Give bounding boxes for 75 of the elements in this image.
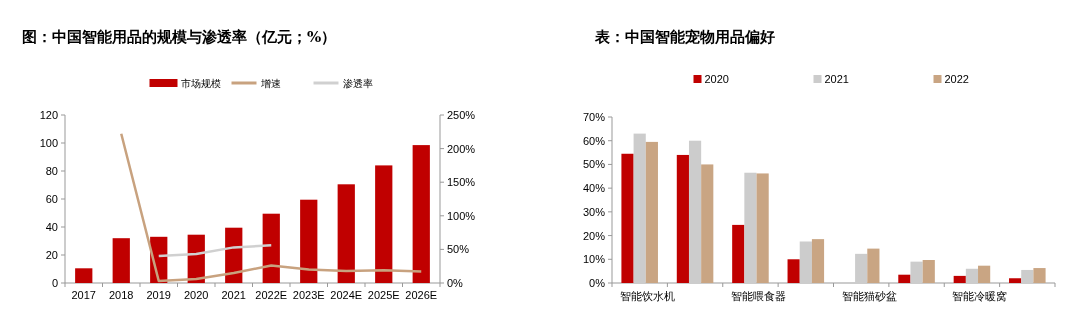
- bar: [1009, 278, 1022, 283]
- x-tick-label: 2019: [146, 289, 171, 301]
- bar: [787, 259, 800, 283]
- legend-label: 增速: [259, 78, 281, 89]
- bar: [732, 224, 745, 283]
- bar: [855, 253, 868, 283]
- y-tick-label: 40%: [582, 182, 606, 195]
- legend-label: 2022: [944, 73, 969, 85]
- x-tick-label: 2020: [184, 289, 209, 301]
- legend-label: 2020: [704, 73, 729, 85]
- bar: [112, 238, 130, 283]
- y2-tick-label: 200%: [447, 142, 476, 155]
- x-tick-label: 2022E: [255, 289, 288, 301]
- y-tick-label: 70%: [582, 111, 606, 123]
- bar: [799, 241, 812, 283]
- bar: [688, 140, 702, 283]
- x-tick-label: 2021: [221, 289, 246, 301]
- bar: [621, 153, 634, 283]
- chart-title: 表：中国智能宠物用品偏好: [594, 28, 775, 46]
- bar: [953, 275, 966, 283]
- x-tick-label: 智能饮水机: [620, 290, 675, 303]
- bar: [756, 173, 769, 283]
- y-tick-label: 50%: [582, 158, 606, 171]
- line-series: [157, 244, 273, 258]
- legend-label: 市场规模: [180, 78, 221, 89]
- bar: [744, 172, 757, 283]
- bar: [910, 261, 923, 283]
- y-tick-label: 20%: [582, 229, 606, 242]
- bar: [965, 268, 979, 283]
- y-tick-label: 0%: [589, 277, 606, 289]
- x-tick-label: 智能猫砂盆: [841, 290, 897, 303]
- y-tick-label: 10%: [582, 253, 606, 266]
- y2-tick-label: 250%: [447, 109, 476, 121]
- bar: [645, 141, 658, 283]
- x-tick-label: 2026E: [405, 289, 438, 301]
- x-tick-label: 2017: [71, 289, 96, 301]
- x-tick-label: 智能喂食器: [730, 290, 786, 303]
- bar: [811, 239, 825, 283]
- bar: [1021, 269, 1034, 283]
- x-tick-label: 智能冷暖窝: [952, 290, 1008, 303]
- y2-tick-label: 150%: [447, 176, 476, 189]
- x-tick-label: 2023E: [292, 289, 325, 301]
- y2-tick-label: 0%: [447, 277, 464, 289]
- x-tick-label: 2024E: [330, 289, 363, 301]
- chart-title: 图：中国智能用品的规模与渗透率（亿元；%）: [22, 28, 337, 46]
- y2-tick-label: 50%: [447, 243, 470, 256]
- bar: [375, 165, 393, 283]
- legend-label: 渗透率: [342, 78, 373, 89]
- bar: [701, 164, 714, 283]
- y-tick-label: 20: [45, 249, 58, 261]
- bar: [922, 260, 935, 283]
- bar: [300, 199, 318, 283]
- bar: [978, 265, 991, 283]
- y-tick-label: 40: [45, 221, 58, 233]
- bar: [75, 268, 93, 283]
- bar: [633, 133, 646, 283]
- y-tick-label: 0: [51, 277, 58, 289]
- bar: [867, 248, 880, 283]
- y-tick-label: 120: [39, 109, 58, 121]
- bar: [262, 213, 280, 283]
- bar: [1033, 268, 1046, 283]
- bar: [412, 145, 430, 283]
- bar: [898, 274, 911, 283]
- y-tick-label: 100: [39, 137, 58, 149]
- y-tick-label: 80: [45, 165, 58, 177]
- bar: [337, 184, 355, 283]
- y-tick-label: 60%: [582, 134, 606, 147]
- bar: [676, 154, 689, 283]
- x-tick-label: 2018: [109, 289, 134, 301]
- line-series: [120, 132, 423, 283]
- y-tick-label: 60: [45, 193, 58, 205]
- legend-label: 2021: [824, 73, 849, 85]
- y2-tick-label: 100%: [447, 209, 476, 222]
- x-tick-label: 2025E: [367, 289, 400, 301]
- y-tick-label: 30%: [582, 205, 606, 218]
